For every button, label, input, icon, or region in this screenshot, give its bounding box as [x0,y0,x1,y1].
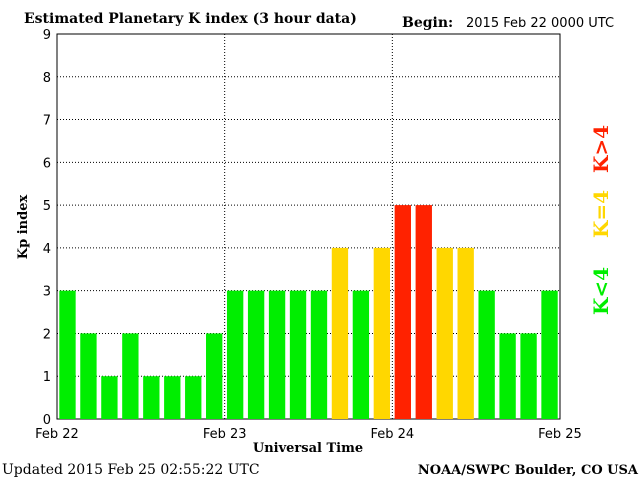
kp-bar [226,290,244,419]
kp-bar [80,333,97,419]
bars [59,205,558,419]
legend-high: K>4 [589,125,613,173]
kp-bar [457,247,474,419]
plot-frame [56,33,561,420]
x-axis-label: Universal Time [253,441,363,456]
y-tick-label: 3 [43,285,51,300]
kp-bar [499,333,516,419]
kp-bar [206,333,223,419]
y-tick-label: 2 [43,327,51,342]
kp-bar [289,290,307,419]
kp-bar [310,290,328,419]
x-tick-label: Feb 24 [370,427,414,442]
grid-lines [57,34,560,419]
legend-low: K<4 [589,267,613,315]
kp-bar [59,290,76,419]
y-tick-label: 6 [43,156,51,171]
updated-text: Updated 2015 Feb 25 02:55:22 UTC [2,462,260,478]
legend-mid: K=4 [589,190,613,238]
x-tick-label: Feb 22 [35,427,79,442]
kp-bar [373,247,391,419]
kp-bar [101,376,118,419]
y-tick-labels: 0 1 2 3 4 5 6 7 8 9 [43,28,51,428]
kp-bar [478,290,495,419]
kp-bar [247,290,265,419]
y-tick-label: 9 [43,28,51,43]
x-tick-label: Feb 23 [203,427,247,442]
x-tick-label: Feb 25 [538,427,582,442]
kp-bar [352,290,370,419]
begin-label: Begin: [402,15,453,31]
y-tick-label: 5 [43,199,51,214]
kp-bar [143,376,160,419]
kp-bar [122,333,139,419]
source-credit: NOAA/SWPC Boulder, CO USA [418,463,639,478]
kp-bar [268,290,286,419]
y-tick-label: 8 [43,71,51,86]
kp-bar [520,333,537,419]
kp-bar [415,205,432,419]
plot-area [56,33,561,420]
chart-title: Estimated Planetary K index (3 hour data… [24,11,357,27]
y-tick-label: 0 [43,413,51,428]
kp-bar [331,247,349,419]
y-tick-label: 4 [43,242,51,257]
y-tick-label: 1 [43,370,51,385]
y-tick-label: 7 [43,114,51,129]
y-axis-label: Kp index [16,195,31,260]
x-tick-labels: Feb 22 Feb 23 Feb 24 Feb 25 [35,427,582,442]
kp-bar [164,376,181,419]
begin-value: 2015 Feb 22 0000 UTC [466,16,614,31]
kp-bar [541,290,558,419]
kp-bar [394,205,411,419]
kp-bar [185,376,202,419]
kp-bar [436,247,453,419]
